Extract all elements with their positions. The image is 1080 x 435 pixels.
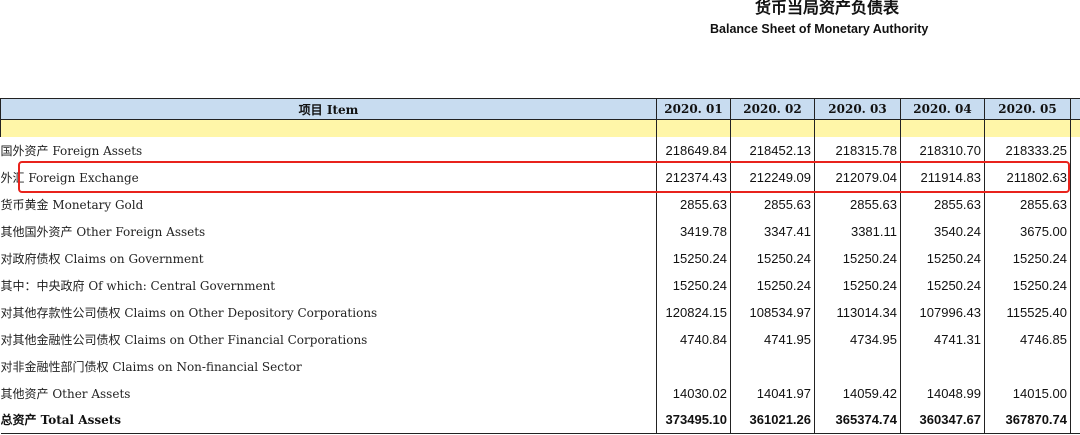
- row-value: [656, 352, 731, 380]
- row-value: 218310.70: [900, 136, 985, 164]
- row-value: 108534.97: [730, 298, 815, 326]
- row-label: 对其他金融性公司债权 Claims on Other Financial Cor…: [0, 325, 657, 353]
- table-row: 其他国外资产 Other Foreign Assets 3419.78 3347…: [0, 217, 1080, 245]
- row-value: 212079.04: [814, 163, 901, 191]
- row-value: 15250.24: [814, 244, 901, 272]
- row-value: 211914.83: [900, 163, 985, 191]
- row-value: 15250.24: [730, 244, 815, 272]
- row-value: 14015.00: [984, 379, 1071, 407]
- row-value: 107996.43: [900, 298, 985, 326]
- row-label: 其中：中央政府 Of which: Central Government: [0, 271, 657, 299]
- row-value: 14048.99: [900, 379, 985, 407]
- table-row: 对非金融性部门债权 Claims on Non-financial Sector: [0, 352, 1080, 380]
- row-value: 361021.26: [730, 406, 815, 434]
- table-row: 其他资产 Other Assets 14030.02 14041.97 1405…: [0, 379, 1080, 407]
- row-value: 15250.24: [984, 271, 1071, 299]
- table-row: 国外资产 Foreign Assets 218649.84 218452.13 …: [0, 136, 1080, 164]
- row-value: [814, 352, 901, 380]
- row-value: 15250.24: [900, 244, 985, 272]
- table-row: 对政府债权 Claims on Government 15250.24 1525…: [0, 244, 1080, 272]
- row-label: 货币黄金 Monetary Gold: [0, 190, 657, 218]
- header-period: 2020. 04: [900, 98, 985, 120]
- row-value: 15250.24: [656, 244, 731, 272]
- row-value: 2855.63: [900, 190, 985, 218]
- row-value: 3381.11: [814, 217, 901, 245]
- table-title-english: Balance Sheet of Monetary Authority: [710, 22, 929, 36]
- row-value: 212374.43: [656, 163, 731, 191]
- header-cutoff-cell: [1070, 98, 1080, 120]
- row-value: 218333.25: [984, 136, 1071, 164]
- table-row: 对其他存款性公司债权 Claims on Other Depository Co…: [0, 298, 1080, 326]
- row-label: 国外资产 Foreign Assets: [0, 136, 657, 164]
- row-value: 15250.24: [900, 271, 985, 299]
- row-value: 4746.85: [984, 325, 1071, 353]
- table-header-row: 项目 Item 2020. 01 2020. 02 2020. 03 2020.…: [0, 98, 1080, 120]
- row-label: 外汇 Foreign Exchange: [0, 163, 657, 191]
- row-value: 3675.00: [984, 217, 1071, 245]
- row-value: [900, 352, 985, 380]
- balance-sheet-table: 项目 Item 2020. 01 2020. 02 2020. 03 2020.…: [0, 98, 1080, 434]
- row-value: 4734.95: [814, 325, 901, 353]
- header-period: 2020. 02: [730, 98, 815, 120]
- row-value: 15250.24: [984, 244, 1071, 272]
- header-period: 2020. 03: [814, 98, 901, 120]
- row-value: 15250.24: [814, 271, 901, 299]
- row-value: 3347.41: [730, 217, 815, 245]
- row-value: 2855.63: [814, 190, 901, 218]
- row-value: 113014.34: [814, 298, 901, 326]
- table-row-highlighted: 外汇 Foreign Exchange 212374.43 212249.09 …: [0, 163, 1080, 191]
- row-value: 4740.84: [656, 325, 731, 353]
- row-value: 218452.13: [730, 136, 815, 164]
- row-value: 14041.97: [730, 379, 815, 407]
- row-value: 211802.63: [984, 163, 1071, 191]
- row-value: 15250.24: [730, 271, 815, 299]
- row-label: 对政府债权 Claims on Government: [0, 244, 657, 272]
- table-row: 货币黄金 Monetary Gold 2855.63 2855.63 2855.…: [0, 190, 1080, 218]
- row-value: 218649.84: [656, 136, 731, 164]
- row-value: 15250.24: [656, 271, 731, 299]
- row-value: 3419.78: [656, 217, 731, 245]
- header-period: 2020. 05: [984, 98, 1071, 120]
- row-value: [984, 352, 1071, 380]
- table-row: 其中：中央政府 Of which: Central Government 152…: [0, 271, 1080, 299]
- row-value: 2855.63: [656, 190, 731, 218]
- row-value: 373495.10: [656, 406, 731, 434]
- row-value: 4741.95: [730, 325, 815, 353]
- header-item: 项目 Item: [0, 98, 657, 120]
- row-label: 总资产 Total Assets: [0, 406, 657, 434]
- table-row: 对其他金融性公司债权 Claims on Other Financial Cor…: [0, 325, 1080, 353]
- row-value: 14030.02: [656, 379, 731, 407]
- row-value: 2855.63: [730, 190, 815, 218]
- table-row-total: 总资产 Total Assets 373495.10 361021.26 365…: [0, 406, 1080, 434]
- header-period: 2020. 01: [656, 98, 731, 120]
- row-value: 120824.15: [656, 298, 731, 326]
- row-value: 218315.78: [814, 136, 901, 164]
- row-value: [730, 352, 815, 380]
- table-title-chinese: 货币当局资产负债表: [755, 0, 900, 17]
- row-label: 其他资产 Other Assets: [0, 379, 657, 407]
- row-value: 212249.09: [730, 163, 815, 191]
- row-value: 360347.67: [900, 406, 985, 434]
- row-value: 115525.40: [984, 298, 1071, 326]
- header-spacer-row: [0, 119, 1080, 137]
- row-label: 对其他存款性公司债权 Claims on Other Depository Co…: [0, 298, 657, 326]
- row-value: 367870.74: [984, 406, 1071, 434]
- row-value: 365374.74: [814, 406, 901, 434]
- row-value: 4741.31: [900, 325, 985, 353]
- row-label: 其他国外资产 Other Foreign Assets: [0, 217, 657, 245]
- row-label: 对非金融性部门债权 Claims on Non-financial Sector: [0, 352, 657, 380]
- row-value: 2855.63: [984, 190, 1071, 218]
- row-value: 14059.42: [814, 379, 901, 407]
- row-value: 3540.24: [900, 217, 985, 245]
